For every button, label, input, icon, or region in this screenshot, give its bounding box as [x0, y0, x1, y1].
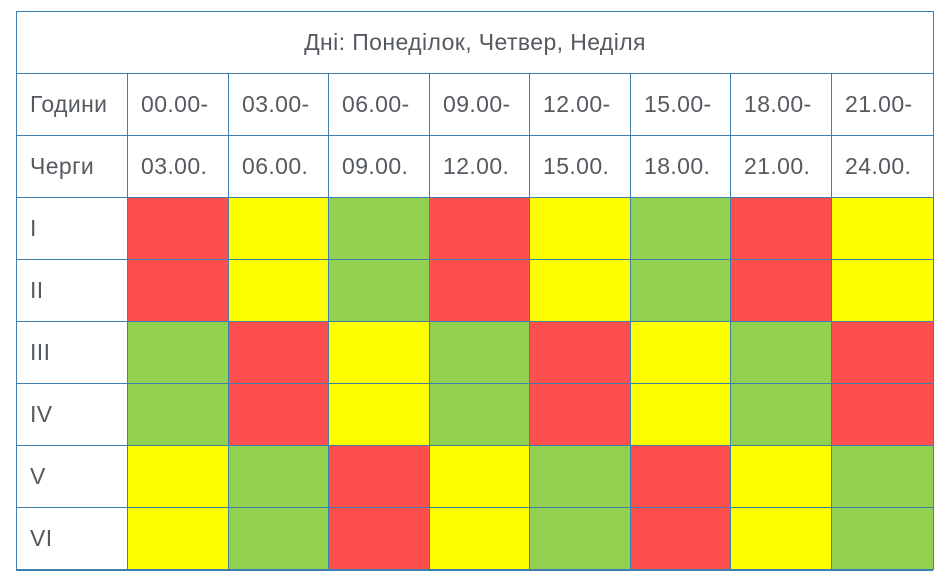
- slot-cell-green: [127, 321, 229, 384]
- slot-start-0: 00.00-: [127, 73, 229, 136]
- slot-end-6: 21.00.: [730, 135, 832, 198]
- slot-cell-yellow: [127, 445, 229, 508]
- slot-end-5: 18.00.: [630, 135, 731, 198]
- slot-cell-red: [429, 259, 530, 322]
- slot-start-6: 18.00-: [730, 73, 832, 136]
- outage-schedule-table: Дні: Понеділок, Четвер, Неділя Години 00…: [16, 11, 934, 570]
- slot-cell-green: [328, 197, 430, 260]
- slot-cell-yellow: [529, 197, 631, 260]
- slot-cell-red: [127, 259, 229, 322]
- slot-cell-yellow: [328, 321, 430, 384]
- slot-start-7: 21.00-: [831, 73, 934, 136]
- slot-cell-red: [429, 197, 530, 260]
- queue-row: V: [16, 445, 934, 508]
- slot-cell-red: [228, 321, 329, 384]
- slot-cell-green: [127, 383, 229, 446]
- slot-cell-yellow: [831, 197, 934, 260]
- slot-cell-yellow: [831, 259, 934, 322]
- slot-cell-green: [228, 445, 329, 508]
- slot-start-2: 06.00-: [328, 73, 430, 136]
- slot-cell-red: [831, 321, 934, 384]
- slot-cell-red: [730, 197, 832, 260]
- queue-label: II: [16, 259, 128, 322]
- slot-cell-red: [630, 507, 731, 570]
- slot-cell-green: [630, 259, 731, 322]
- queue-row: IV: [16, 383, 934, 446]
- slot-cell-green: [529, 507, 631, 570]
- slot-end-4: 15.00.: [529, 135, 631, 198]
- slot-cell-green: [730, 321, 832, 384]
- slot-end-1: 06.00.: [228, 135, 329, 198]
- slot-cell-green: [429, 383, 530, 446]
- slot-end-7: 24.00.: [831, 135, 934, 198]
- slot-start-3: 09.00-: [429, 73, 530, 136]
- slot-cell-yellow: [730, 445, 832, 508]
- slot-cell-red: [630, 445, 731, 508]
- slot-cell-yellow: [429, 445, 530, 508]
- slot-cell-green: [328, 259, 430, 322]
- slot-cell-green: [429, 321, 530, 384]
- slot-cell-green: [228, 507, 329, 570]
- queue-label: III: [16, 321, 128, 384]
- slot-cell-yellow: [228, 197, 329, 260]
- title-row: Дні: Понеділок, Четвер, Неділя: [16, 11, 934, 74]
- queue-label: I: [16, 197, 128, 260]
- queue-label: IV: [16, 383, 128, 446]
- queue-row: I: [16, 197, 934, 260]
- slot-cell-green: [730, 383, 832, 446]
- slot-cell-red: [328, 445, 430, 508]
- queue-row: VI: [16, 507, 934, 570]
- queues-label: Черги: [16, 135, 128, 198]
- slot-cell-red: [529, 321, 631, 384]
- slot-cell-yellow: [730, 507, 832, 570]
- slot-cell-yellow: [328, 383, 430, 446]
- days-title: Дні: Понеділок, Четвер, Неділя: [16, 11, 934, 74]
- slot-start-4: 12.00-: [529, 73, 631, 136]
- slot-cell-yellow: [630, 383, 731, 446]
- hours-start-row: Години 00.00- 03.00- 06.00- 09.00- 12.00- 15.…: [16, 73, 934, 136]
- slot-cell-yellow: [529, 259, 631, 322]
- slot-start-5: 15.00-: [630, 73, 731, 136]
- slot-cell-red: [228, 383, 329, 446]
- queue-label: V: [16, 445, 128, 508]
- slot-cell-red: [127, 197, 229, 260]
- slot-cell-red: [730, 259, 832, 322]
- slot-start-1: 03.00-: [228, 73, 329, 136]
- schedule-body: Дні: Понеділок, Четвер, Неділя Години 00…: [16, 11, 934, 570]
- slot-cell-yellow: [429, 507, 530, 570]
- slot-cell-yellow: [127, 507, 229, 570]
- slot-cell-yellow: [228, 259, 329, 322]
- slot-cell-green: [831, 445, 934, 508]
- slot-end-2: 09.00.: [328, 135, 430, 198]
- slot-cell-green: [630, 197, 731, 260]
- hours-end-row: Черги 03.00. 06.00. 09.00. 12.00. 15.00. 18.0…: [16, 135, 934, 198]
- slot-cell-green: [831, 507, 934, 570]
- queue-row: II: [16, 259, 934, 322]
- slot-cell-red: [831, 383, 934, 446]
- slot-end-3: 12.00.: [429, 135, 530, 198]
- slot-cell-red: [529, 383, 631, 446]
- slot-end-0: 03.00.: [127, 135, 229, 198]
- slot-cell-yellow: [630, 321, 731, 384]
- queue-label: VI: [16, 507, 128, 570]
- slot-cell-red: [328, 507, 430, 570]
- hours-label: Години: [16, 73, 128, 136]
- slot-cell-green: [529, 445, 631, 508]
- queue-row: III: [16, 321, 934, 384]
- table-bottom-border: [16, 570, 933, 571]
